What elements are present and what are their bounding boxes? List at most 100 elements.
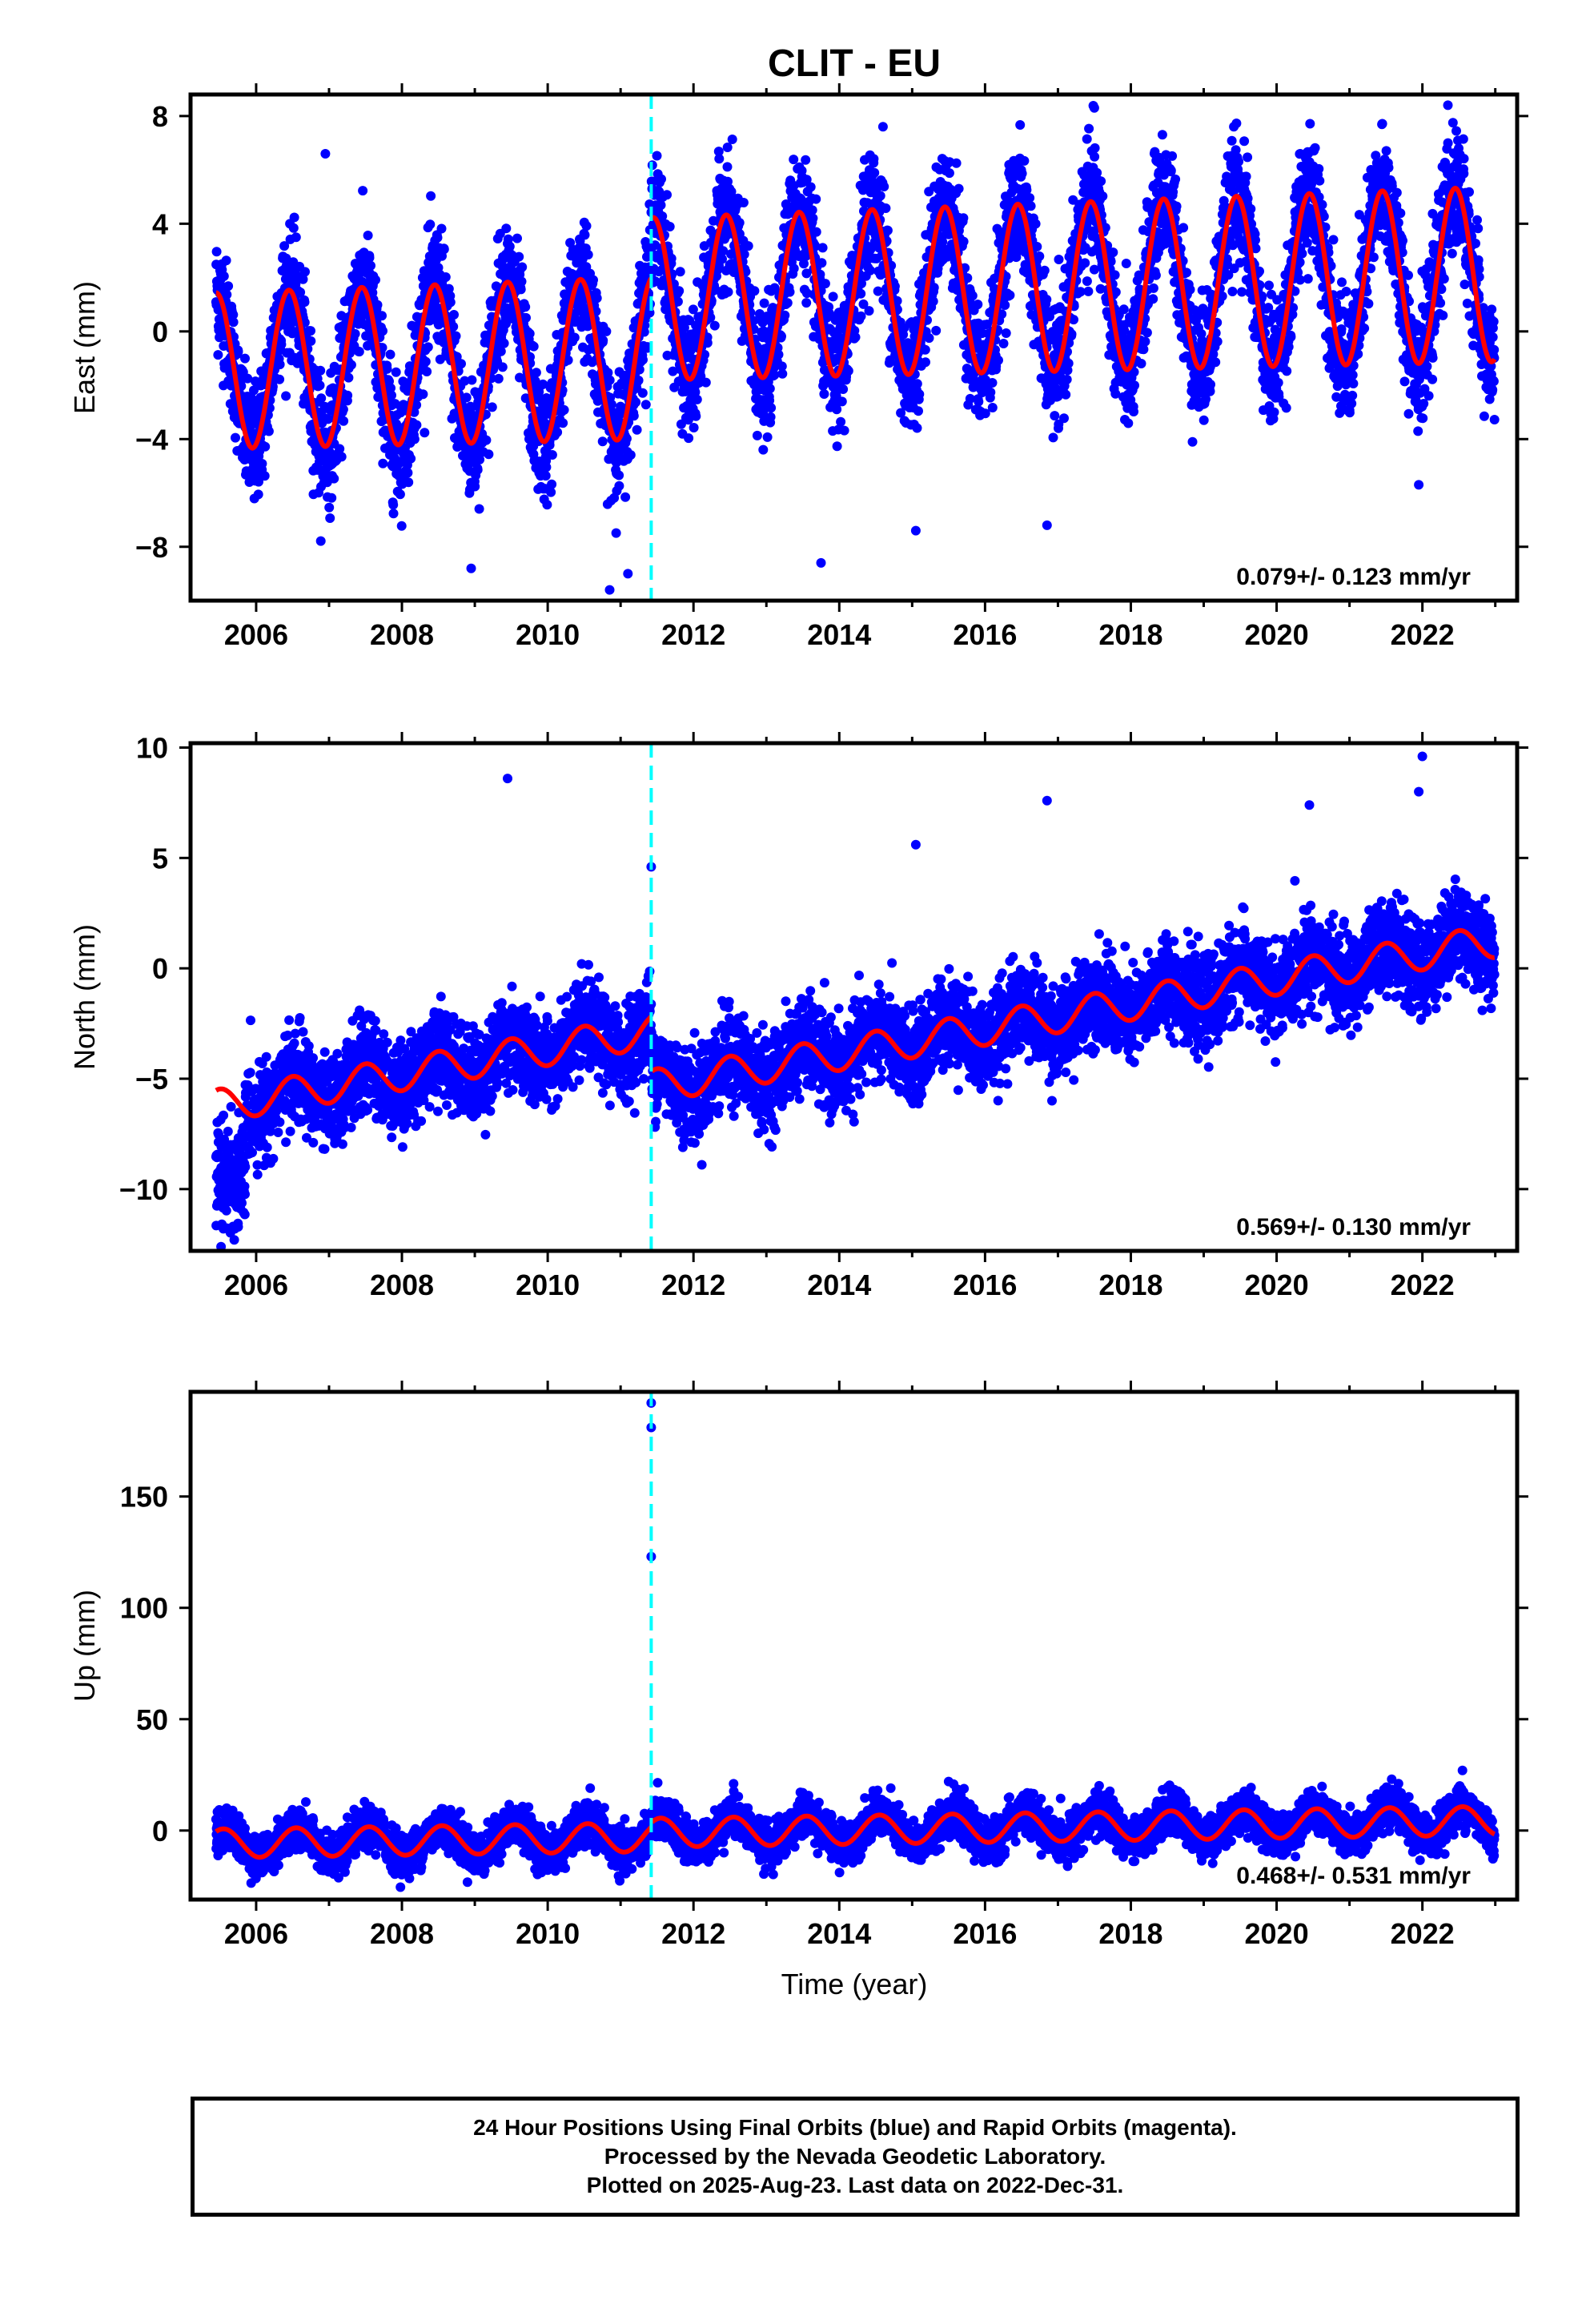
observation-point	[493, 373, 504, 384]
observation-point	[451, 331, 461, 341]
observation-point	[516, 276, 527, 287]
observation-point	[1148, 294, 1158, 304]
observation-point	[316, 393, 327, 404]
observation-point	[1054, 255, 1064, 264]
observation-point	[929, 283, 939, 293]
observation-point	[692, 394, 702, 404]
observation-point	[436, 223, 447, 234]
east-panel: 2006 2008 2010 2012 2014 2016 2018 2020 2022−8−4…	[68, 83, 1528, 651]
observation-point	[387, 390, 396, 400]
observation-point	[364, 252, 375, 263]
observation-point	[965, 393, 975, 404]
observation-point	[752, 430, 762, 440]
observation-point	[338, 404, 348, 415]
observation-point	[689, 423, 699, 432]
observation-point	[765, 384, 775, 394]
observation-point	[828, 292, 838, 302]
observation-point	[1059, 413, 1069, 424]
observation-point	[346, 360, 356, 370]
observation-point	[552, 427, 563, 437]
observation-point	[633, 376, 644, 385]
observation-point	[524, 328, 535, 339]
observation-point	[801, 298, 812, 308]
observation-point	[705, 312, 716, 323]
observation-point	[1199, 415, 1209, 425]
observation-point	[914, 389, 925, 400]
observation-point	[1082, 276, 1092, 287]
observation-point	[327, 493, 337, 503]
observation-point	[396, 521, 407, 531]
observation-point	[1106, 256, 1116, 267]
observation-point	[690, 387, 701, 397]
observation-point	[1167, 151, 1178, 161]
observation-point	[279, 241, 290, 251]
observation-point	[382, 364, 392, 374]
observation-point	[1187, 436, 1198, 447]
observation-point	[335, 444, 345, 454]
observation-point	[1185, 284, 1195, 295]
observation-point	[691, 411, 701, 421]
observation-point	[223, 281, 234, 292]
figure-title: CLIT - EU	[768, 42, 941, 85]
observation-point	[448, 321, 459, 332]
observation-point	[1001, 328, 1011, 338]
observation-point	[824, 308, 834, 319]
observation-point	[577, 298, 587, 308]
observation-point	[974, 396, 984, 407]
observation-point	[423, 342, 433, 352]
observation-point	[994, 355, 1003, 365]
observation-point	[1089, 264, 1099, 275]
observation-point	[785, 287, 795, 297]
observation-point	[211, 247, 222, 257]
observation-point	[789, 155, 799, 165]
observation-point	[819, 389, 829, 399]
observation-point	[832, 441, 842, 452]
observation-point	[315, 536, 326, 546]
observation-point	[281, 391, 291, 401]
observation-point	[257, 459, 267, 468]
observation-point	[856, 288, 866, 299]
observation-point	[722, 143, 733, 152]
observation-point	[743, 241, 753, 251]
observation-point	[1205, 386, 1215, 396]
observation-point	[528, 341, 539, 352]
observation-point	[769, 370, 780, 380]
observation-point	[1080, 258, 1090, 268]
observation-point	[801, 175, 812, 185]
observation-point	[614, 480, 624, 491]
observation-point	[461, 392, 472, 403]
observation-point	[1061, 389, 1071, 400]
observation-point	[1032, 242, 1042, 251]
observation-point	[987, 403, 998, 412]
observation-point	[404, 477, 414, 488]
observation-point	[717, 254, 727, 264]
observation-point	[1048, 432, 1058, 443]
observation-point	[240, 353, 250, 364]
observation-point	[986, 387, 996, 397]
observation-point	[631, 397, 641, 408]
observation-point	[808, 213, 818, 223]
observation-point	[412, 400, 422, 410]
observation-point	[445, 297, 456, 308]
observation-point	[789, 263, 799, 274]
observation-point	[1148, 283, 1158, 293]
observation-point	[406, 453, 416, 464]
observation-point	[656, 174, 666, 184]
observation-point	[875, 191, 885, 201]
observation-point	[1042, 295, 1052, 304]
observation-point	[603, 368, 613, 378]
observation-point	[440, 272, 451, 282]
observation-point	[583, 250, 593, 259]
observation-point	[857, 279, 866, 288]
observation-point	[1075, 287, 1086, 297]
observation-point	[1062, 374, 1072, 384]
observation-point	[540, 471, 551, 481]
observation-point	[504, 241, 515, 251]
observation-point	[276, 340, 287, 350]
observation-point	[892, 296, 902, 306]
observation-point	[638, 355, 648, 365]
observation-point	[315, 380, 325, 391]
observation-point	[263, 426, 274, 436]
observation-point	[882, 225, 893, 235]
